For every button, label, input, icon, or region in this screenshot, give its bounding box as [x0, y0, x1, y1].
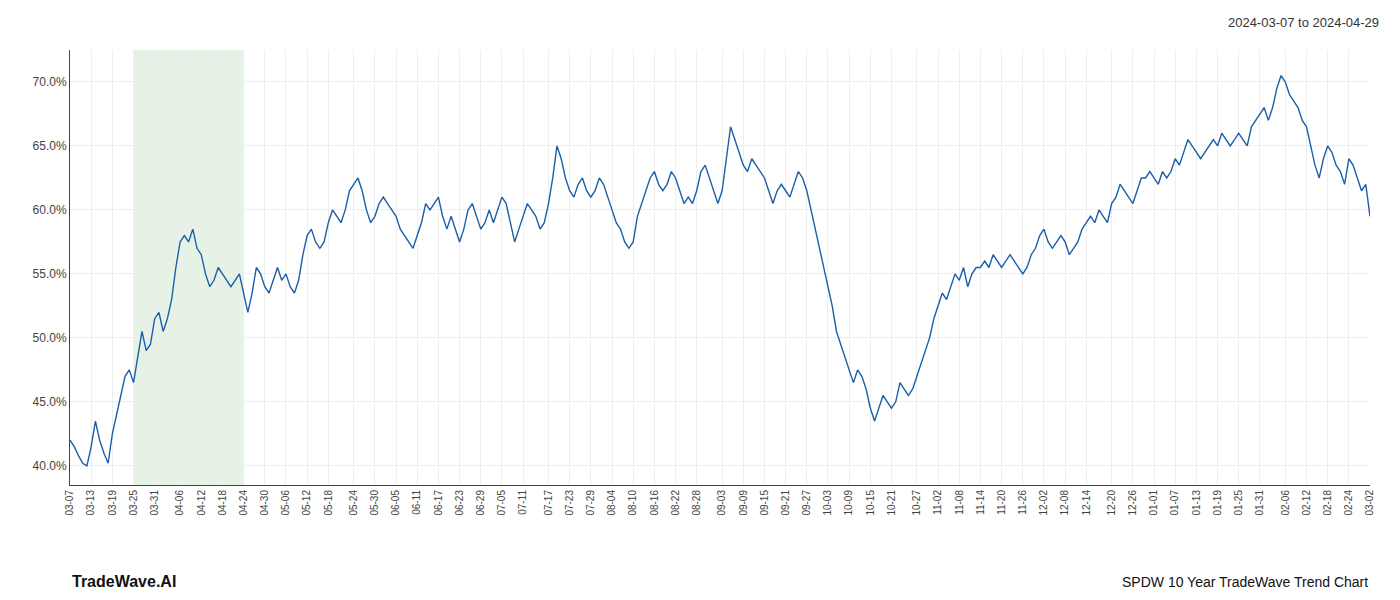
svg-text:12-02: 12-02 — [1038, 490, 1049, 516]
svg-text:06-05: 06-05 — [390, 490, 401, 516]
svg-text:08-04: 08-04 — [606, 490, 617, 516]
svg-text:12-14: 12-14 — [1081, 490, 1092, 516]
svg-text:09-03: 09-03 — [716, 490, 727, 516]
svg-text:06-29: 06-29 — [475, 490, 486, 516]
svg-text:03-25: 03-25 — [128, 490, 139, 516]
svg-text:09-21: 09-21 — [780, 490, 791, 516]
svg-text:12-08: 12-08 — [1059, 490, 1070, 516]
svg-text:50.0%: 50.0% — [33, 331, 67, 345]
svg-text:10-21: 10-21 — [886, 490, 897, 516]
svg-text:08-28: 08-28 — [691, 490, 702, 516]
svg-text:40.0%: 40.0% — [33, 459, 67, 473]
svg-text:11-20: 11-20 — [996, 490, 1007, 515]
svg-text:12-20: 12-20 — [1106, 490, 1117, 516]
svg-text:07-23: 07-23 — [564, 490, 575, 516]
svg-text:12-26: 12-26 — [1127, 490, 1138, 516]
svg-text:11-08: 11-08 — [954, 490, 965, 515]
svg-text:04-18: 04-18 — [217, 490, 228, 516]
svg-text:10-09: 10-09 — [843, 490, 854, 516]
svg-text:05-06: 05-06 — [280, 490, 291, 516]
svg-text:07-11: 07-11 — [517, 490, 528, 515]
svg-text:07-05: 07-05 — [496, 490, 507, 516]
svg-text:05-24: 05-24 — [348, 490, 359, 516]
svg-text:06-11: 06-11 — [411, 490, 422, 515]
svg-text:06-17: 06-17 — [433, 490, 444, 516]
svg-text:01-31: 01-31 — [1254, 490, 1265, 516]
svg-text:01-25: 01-25 — [1233, 490, 1244, 516]
svg-text:55.0%: 55.0% — [33, 267, 67, 281]
svg-text:60.0%: 60.0% — [33, 203, 67, 217]
svg-text:11-26: 11-26 — [1017, 490, 1028, 515]
svg-text:01-13: 01-13 — [1191, 490, 1202, 516]
svg-text:03-02: 03-02 — [1364, 490, 1375, 516]
svg-text:10-03: 10-03 — [822, 490, 833, 516]
svg-text:TradeWave.AI: TradeWave.AI — [72, 573, 176, 590]
svg-text:01-19: 01-19 — [1212, 490, 1223, 516]
svg-text:04-12: 04-12 — [196, 490, 207, 516]
svg-text:45.0%: 45.0% — [33, 395, 67, 409]
svg-text:07-17: 07-17 — [543, 490, 554, 516]
svg-text:06-23: 06-23 — [454, 490, 465, 516]
svg-text:02-06: 02-06 — [1280, 490, 1291, 516]
svg-text:05-18: 05-18 — [323, 490, 334, 516]
svg-text:02-18: 02-18 — [1322, 490, 1333, 516]
svg-text:11-02: 11-02 — [932, 490, 943, 515]
svg-text:05-30: 05-30 — [369, 490, 380, 516]
svg-text:11-14: 11-14 — [975, 490, 986, 515]
svg-text:04-06: 04-06 — [174, 490, 185, 516]
svg-text:03-19: 03-19 — [107, 490, 118, 516]
svg-text:09-09: 09-09 — [738, 490, 749, 516]
svg-text:03-31: 03-31 — [149, 490, 160, 516]
svg-text:02-12: 02-12 — [1301, 490, 1312, 516]
svg-text:10-15: 10-15 — [865, 490, 876, 516]
svg-text:SPDW 10 Year TradeWave Trend C: SPDW 10 Year TradeWave Trend Chart — [1122, 574, 1368, 590]
svg-text:70.0%: 70.0% — [33, 75, 67, 89]
svg-text:07-29: 07-29 — [585, 490, 596, 516]
svg-text:09-27: 09-27 — [801, 490, 812, 516]
svg-text:08-16: 08-16 — [649, 490, 660, 516]
svg-text:05-12: 05-12 — [301, 490, 312, 516]
svg-text:08-22: 08-22 — [670, 490, 681, 516]
svg-text:04-24: 04-24 — [238, 490, 249, 516]
svg-text:10-27: 10-27 — [911, 490, 922, 516]
svg-text:09-15: 09-15 — [759, 490, 770, 516]
svg-text:2024-03-07 to 2024-04-29: 2024-03-07 to 2024-04-29 — [1228, 15, 1379, 30]
svg-text:04-30: 04-30 — [259, 490, 270, 516]
svg-text:65.0%: 65.0% — [33, 139, 67, 153]
svg-text:01-07: 01-07 — [1169, 490, 1180, 516]
svg-text:08-10: 08-10 — [627, 490, 638, 516]
svg-text:03-13: 03-13 — [85, 490, 96, 516]
svg-text:02-24: 02-24 — [1343, 490, 1354, 516]
svg-text:01-01: 01-01 — [1148, 490, 1159, 516]
svg-text:03-07: 03-07 — [64, 490, 75, 516]
